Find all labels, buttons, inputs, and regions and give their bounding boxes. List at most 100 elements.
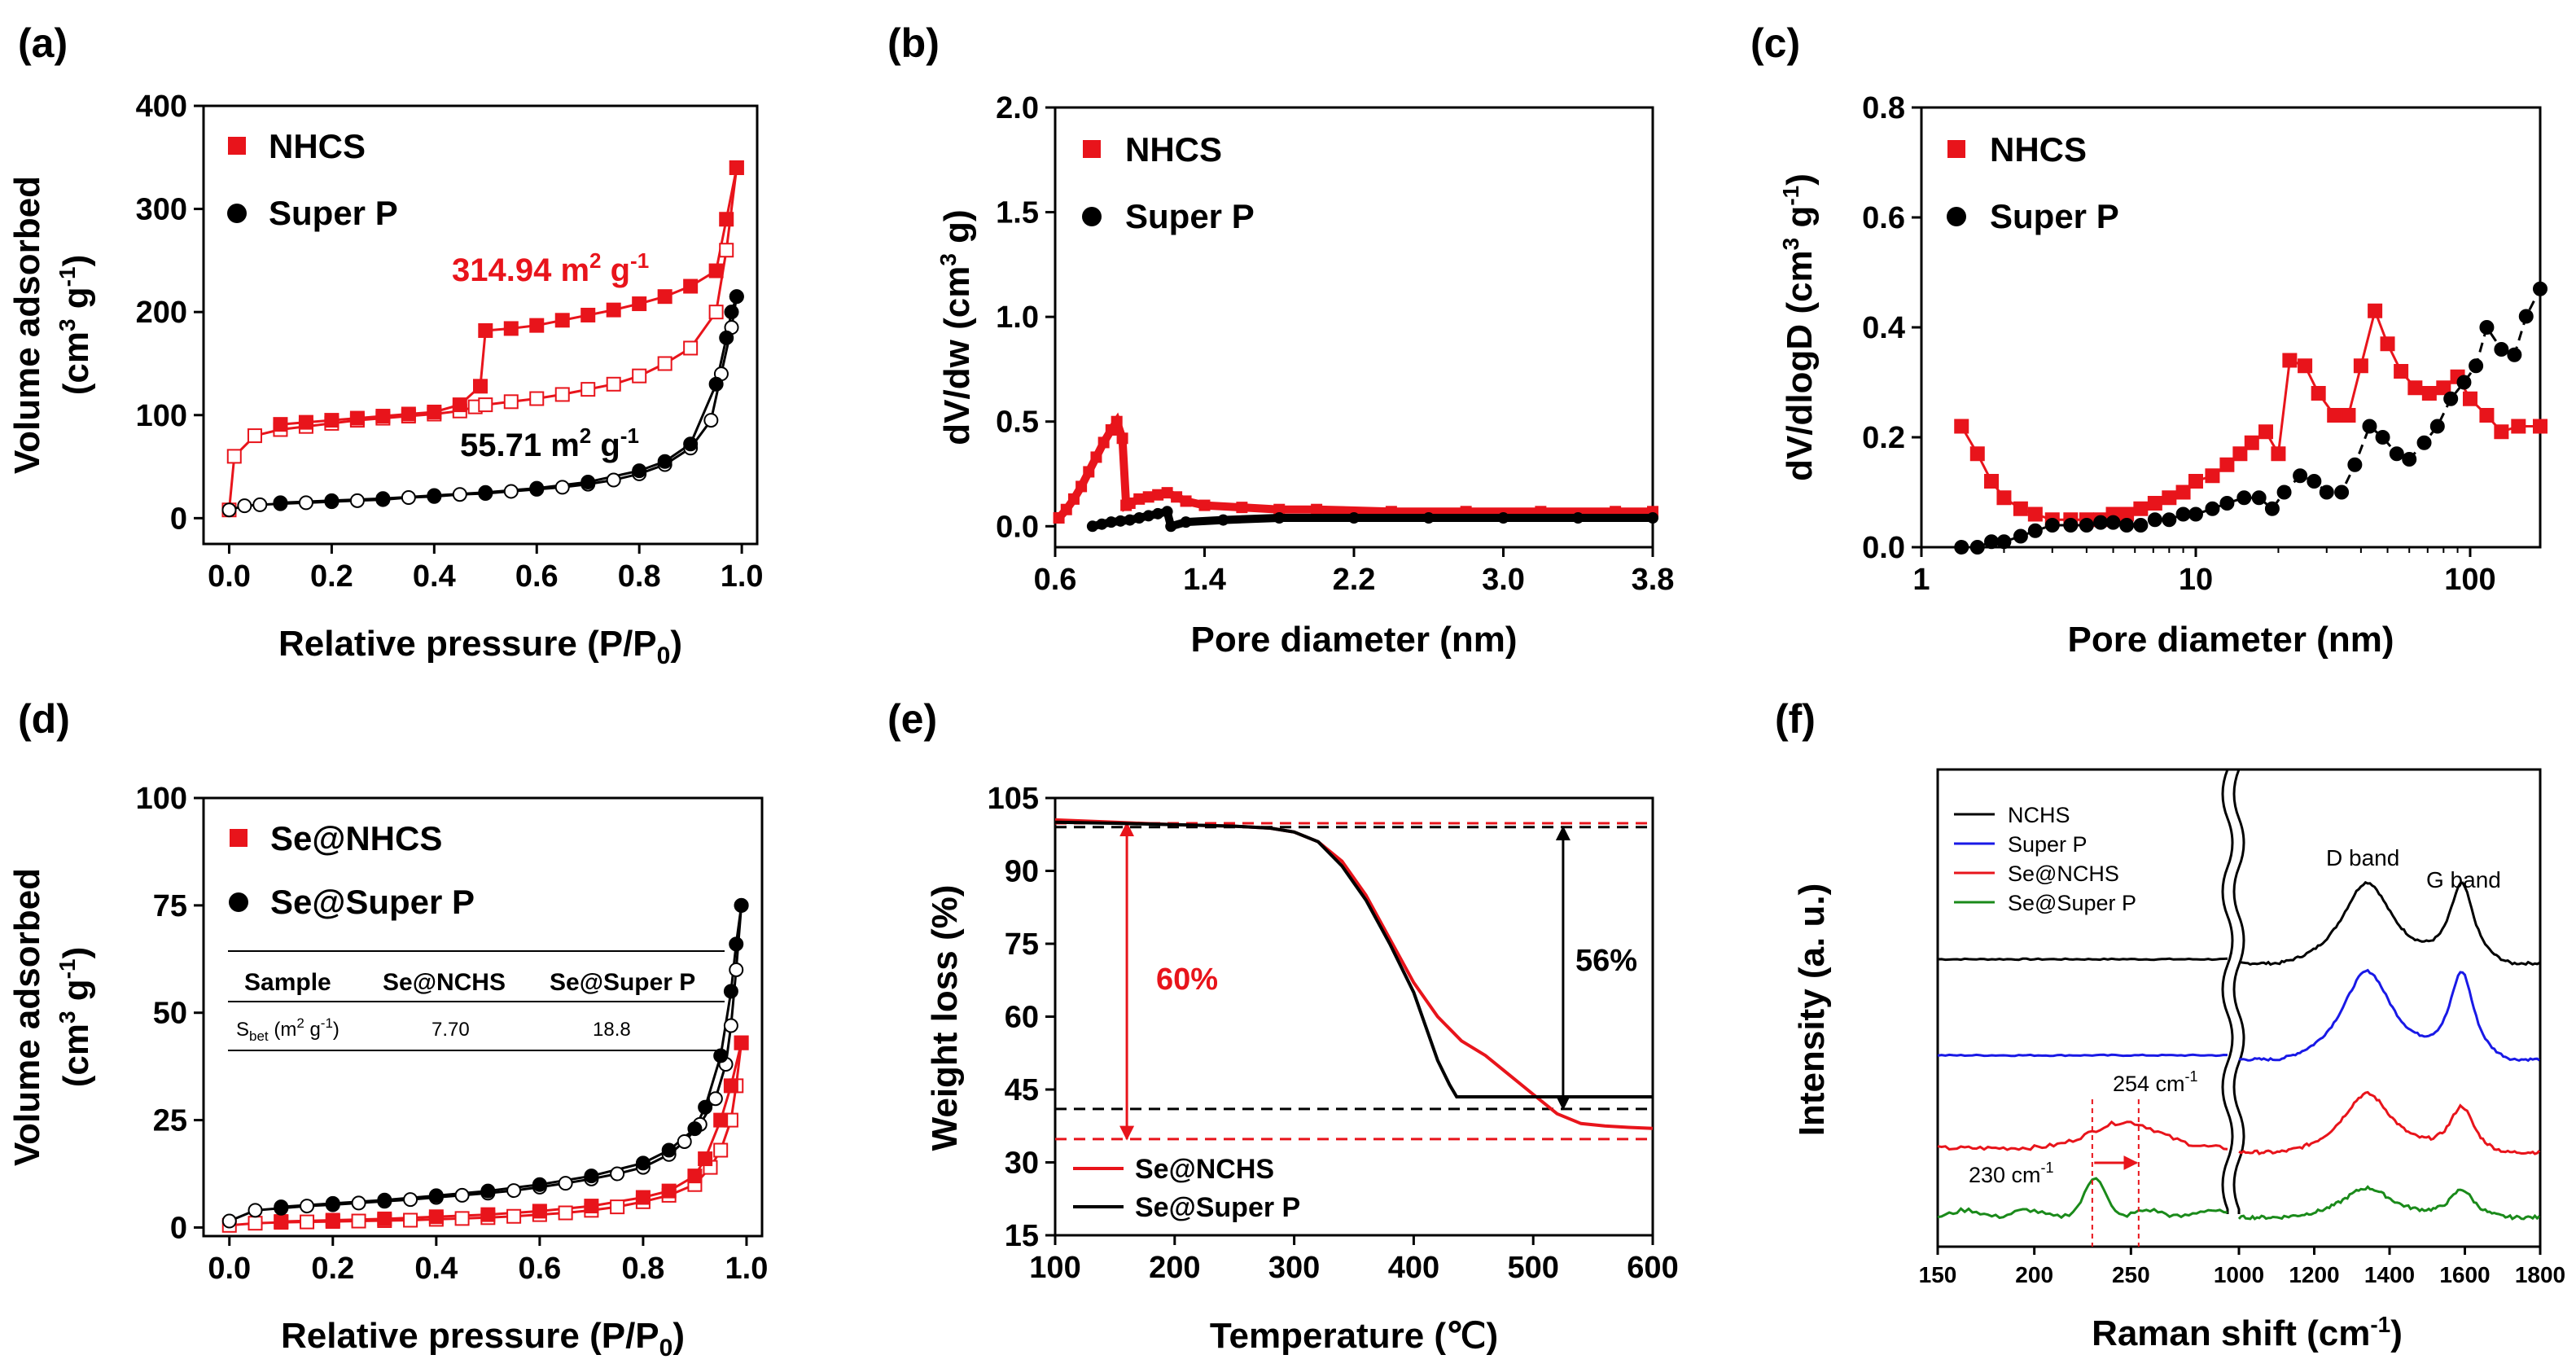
nhcs-point	[1097, 436, 1110, 449]
nhcs-adsorption-point	[719, 243, 734, 258]
legend: NHCS Super P	[1082, 130, 1255, 235]
nhcs-point	[2436, 380, 2451, 396]
super-p-point	[2494, 342, 2509, 357]
legend-label-superp: Super P	[2008, 832, 2088, 857]
x-tick-label: 1000	[2214, 1262, 2264, 1287]
super-p-point	[2276, 484, 2292, 500]
axis-ticks: 1 10 100 0.0 0.2 0.4 0.6 0.8	[1862, 91, 2496, 597]
y-axis-label: Weight loss (%)	[925, 885, 965, 1151]
y-tick-label: 1.5	[996, 196, 1039, 230]
legend-label-se-nchs: Se@NCHS	[2008, 862, 2119, 886]
nhcs-point	[2232, 446, 2248, 462]
super-p-adsorption-point	[452, 487, 467, 502]
x-tick-label: 0.4	[414, 1252, 458, 1286]
nhcs-point	[1116, 432, 1128, 445]
y-tick-label: 105	[988, 782, 1039, 816]
super-p-adsorption-point	[703, 413, 719, 428]
plot-frame	[1054, 106, 1654, 549]
super-p-point	[2402, 452, 2417, 467]
super-p-point	[2105, 515, 2121, 530]
x-tick-label: 1600	[2439, 1262, 2490, 1287]
y-tick-label: 0.0	[996, 510, 1039, 544]
se-nhcs-desorption-point	[698, 1151, 713, 1167]
super-p-point	[1348, 512, 1360, 524]
nhcs-point	[2219, 457, 2235, 472]
super-p-point	[2013, 528, 2028, 544]
se-super-p-desorption-point	[698, 1099, 713, 1115]
reference-lines	[1055, 822, 1653, 1141]
panel-label-a: (a)	[18, 20, 68, 66]
legend-label-se-superp: Se@Super P	[1135, 1192, 1300, 1223]
nhcs-point	[1111, 415, 1123, 428]
legend-marker-nhcs	[1083, 140, 1101, 158]
nhcs-point	[1133, 493, 1146, 505]
nhcs-point	[1954, 419, 1969, 434]
super-p-point	[2264, 501, 2280, 516]
x-axis-label: Relative pressure (P/P0)	[281, 1316, 685, 1361]
nhcs-point	[1969, 446, 1985, 462]
super-p-adsorption-point	[401, 490, 416, 506]
super-p-desorption-point	[724, 305, 739, 320]
super-p-desorption-point	[375, 491, 391, 506]
nhcs-point	[1996, 490, 2012, 506]
super-p-point	[2362, 419, 2377, 434]
legend: Se@NCHS Se@Super P	[1073, 1154, 1300, 1223]
nhcs-desorption-point	[708, 263, 724, 278]
legend-label-se-superp: Se@Super P	[270, 883, 475, 921]
super-p-point	[2469, 358, 2484, 374]
super-p-point	[2236, 490, 2252, 506]
table-header-se-nchs: Se@NCHS	[383, 969, 506, 996]
x-tick-label: 0.6	[1034, 563, 1077, 597]
nhcs-point	[2511, 419, 2526, 434]
super-p-point	[1142, 510, 1154, 522]
nhcs-line	[1055, 412, 1653, 521]
nhcs-point	[1236, 502, 1248, 514]
data-series	[221, 897, 749, 1233]
super-p-point	[2133, 518, 2149, 533]
se-super-p-adsorption-point	[610, 1166, 625, 1182]
legend-label-se-nhcs: Se@NHCS	[270, 819, 442, 857]
super-p-adsorption-point	[554, 480, 570, 495]
peak-label-230: 230 cm-1	[1969, 1160, 2054, 1187]
x-tick-label: 0.0	[208, 559, 251, 594]
x-axis-label: Relative pressure (P/P0)	[278, 624, 682, 669]
nhcs-point	[2027, 506, 2043, 522]
super-p-point	[2093, 515, 2109, 530]
nhcs-desorption-point	[298, 414, 313, 430]
super-p-point	[2533, 281, 2548, 296]
nhcs-point	[1060, 503, 1072, 515]
y-tick-label: 75	[1005, 927, 1039, 962]
panel-label-c: (c)	[1750, 20, 1800, 66]
nhcs-point	[2341, 408, 2356, 423]
x-tick-label: 400	[1388, 1251, 1439, 1285]
nhcs-point	[2147, 496, 2162, 511]
super-p-desorption-point	[580, 475, 596, 490]
nhcs-point	[1198, 499, 1211, 511]
super-p-point	[1124, 514, 1136, 526]
se-super-p-desorption-point	[729, 936, 744, 952]
super-p-point	[2319, 484, 2334, 500]
se-super-p-desorption-point	[584, 1168, 599, 1184]
y-tick-label: 100	[136, 782, 187, 816]
axis-ticks: 0.0 0.2 0.4 0.6 0.8 1.0 0 100 200 300 400	[136, 90, 764, 594]
nhcs-point	[2368, 303, 2383, 318]
se-super-p-desorption-point	[635, 1155, 651, 1171]
y-axis-label: Volume adsorbed (cm3 g-1)	[7, 176, 96, 474]
nhcs-desorption-point	[478, 322, 493, 338]
super-p-point	[2147, 512, 2162, 528]
data-series	[1054, 818, 1654, 1130]
super-p-point	[1115, 515, 1127, 527]
x-tick-label: 300	[1268, 1251, 1320, 1285]
nhcs-adsorption-point	[226, 449, 242, 464]
nhcs-desorption-point	[554, 313, 570, 328]
peak-label-254: 254 cm-1	[2113, 1068, 2198, 1096]
nhcs-adsorption-point	[478, 397, 493, 413]
super-p-point	[1086, 520, 1098, 533]
se-super-p-desorption-point	[687, 1121, 703, 1137]
nhcs-point	[1067, 493, 1080, 505]
y-tick-label: 2.0	[996, 91, 1039, 125]
legend-label-nhcs: NHCS	[1990, 130, 2087, 169]
super-p-adsorption-point	[606, 472, 621, 488]
se-super-p-adsorption-point	[677, 1133, 692, 1149]
x-tick-label: 3.8	[1632, 563, 1675, 597]
